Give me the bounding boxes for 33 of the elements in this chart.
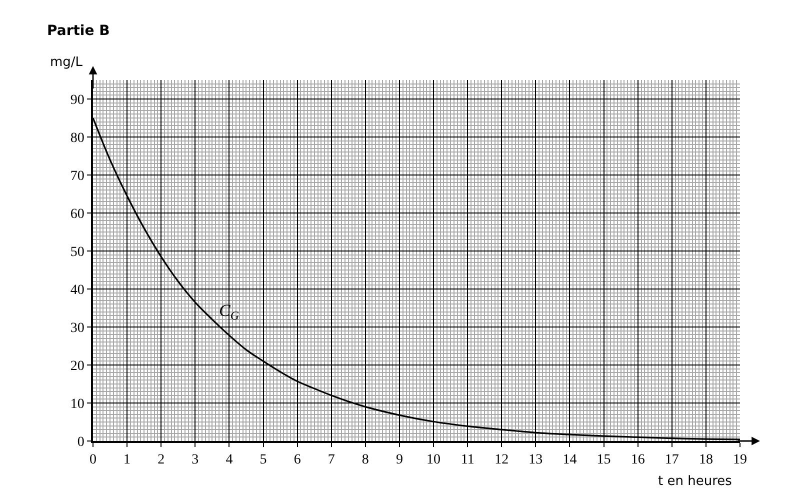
y-tick-label: 60 bbox=[70, 206, 84, 222]
y-tick-label: 70 bbox=[70, 168, 84, 184]
x-tick-label: 9 bbox=[396, 452, 403, 468]
x-tick-label: 8 bbox=[362, 452, 369, 468]
y-tick-label: 80 bbox=[70, 130, 84, 146]
x-tick-label: 3 bbox=[192, 452, 199, 468]
x-tick-label: 14 bbox=[562, 452, 577, 468]
x-tick-label: 10 bbox=[426, 452, 441, 468]
x-tick-label: 5 bbox=[260, 452, 267, 468]
x-tick-label: 17 bbox=[664, 452, 679, 468]
y-tick-label: 10 bbox=[70, 396, 84, 412]
y-tick-label: 0 bbox=[77, 434, 84, 450]
y-axis-title: mg/L bbox=[50, 55, 84, 70]
y-tick-label: 50 bbox=[70, 244, 84, 260]
x-tick-label: 4 bbox=[226, 452, 233, 468]
x-tick-label: 18 bbox=[698, 452, 713, 468]
x-tick-label: 11 bbox=[460, 452, 474, 468]
y-tick-label: 90 bbox=[70, 92, 84, 108]
x-tick-label: 15 bbox=[596, 452, 611, 468]
chart-title: Partie B bbox=[47, 22, 110, 39]
x-tick-label: 13 bbox=[528, 452, 543, 468]
x-tick-label: 6 bbox=[294, 452, 301, 468]
x-tick-label: 7 bbox=[328, 452, 335, 468]
x-tick-label: 12 bbox=[494, 452, 509, 468]
y-tick-label: 20 bbox=[70, 358, 84, 374]
x-tick-label: 19 bbox=[733, 452, 747, 468]
x-tick-label: 2 bbox=[158, 452, 165, 468]
x-tick-label: 1 bbox=[124, 452, 131, 468]
x-axis-title: t en heures bbox=[658, 474, 732, 489]
y-tick-label: 30 bbox=[70, 320, 84, 336]
y-tick-label: 40 bbox=[70, 282, 84, 298]
x-tick-label: 0 bbox=[90, 452, 96, 468]
x-tick-label: 16 bbox=[630, 452, 645, 468]
